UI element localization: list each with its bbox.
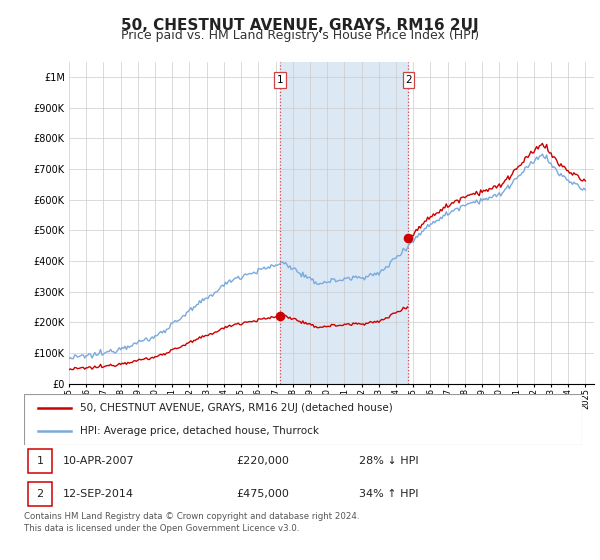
Text: Contains HM Land Registry data © Crown copyright and database right 2024.
This d: Contains HM Land Registry data © Crown c… bbox=[24, 512, 359, 533]
Bar bbox=[28, 449, 52, 473]
Text: HPI: Average price, detached house, Thurrock: HPI: Average price, detached house, Thur… bbox=[80, 426, 319, 436]
Bar bbox=[28, 482, 52, 506]
Text: 1: 1 bbox=[277, 75, 284, 85]
Point bbox=[275, 312, 285, 321]
Text: £475,000: £475,000 bbox=[236, 489, 289, 499]
Text: 2: 2 bbox=[405, 75, 412, 85]
Text: £220,000: £220,000 bbox=[236, 456, 289, 466]
Text: 2: 2 bbox=[37, 489, 44, 499]
Text: 28% ↓ HPI: 28% ↓ HPI bbox=[359, 456, 418, 466]
Text: 50, CHESTNUT AVENUE, GRAYS, RM16 2UJ (detached house): 50, CHESTNUT AVENUE, GRAYS, RM16 2UJ (de… bbox=[80, 403, 392, 413]
Text: Price paid vs. HM Land Registry's House Price Index (HPI): Price paid vs. HM Land Registry's House … bbox=[121, 29, 479, 42]
Text: 50, CHESTNUT AVENUE, GRAYS, RM16 2UJ: 50, CHESTNUT AVENUE, GRAYS, RM16 2UJ bbox=[121, 18, 479, 33]
Text: 34% ↑ HPI: 34% ↑ HPI bbox=[359, 489, 418, 499]
Point bbox=[404, 234, 413, 242]
Text: 12-SEP-2014: 12-SEP-2014 bbox=[63, 489, 134, 499]
Text: 1: 1 bbox=[37, 456, 44, 466]
Bar bbox=[280, 62, 409, 384]
Text: 10-APR-2007: 10-APR-2007 bbox=[63, 456, 134, 466]
